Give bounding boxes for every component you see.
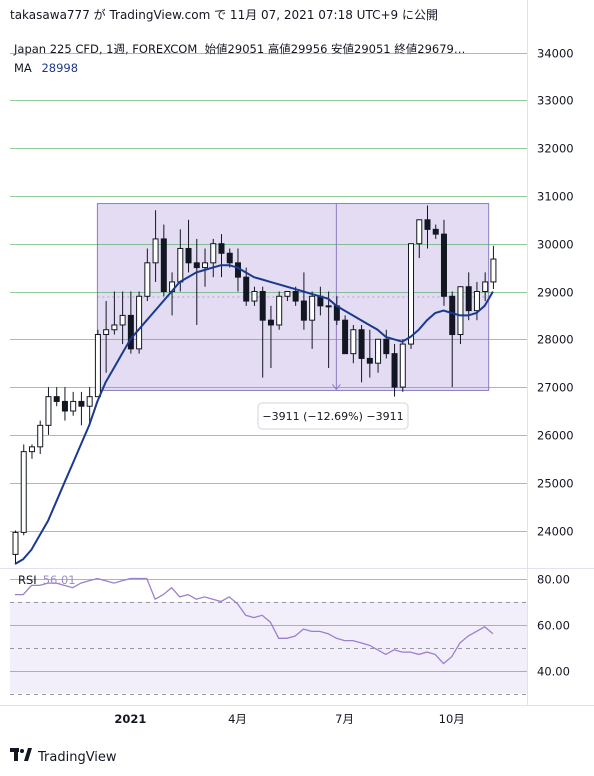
ma-series-line xyxy=(14,264,494,565)
candle-up xyxy=(325,305,332,308)
candle-down xyxy=(259,291,266,321)
rsi-tick-label: 80.00 xyxy=(537,573,570,587)
footer: TradingView xyxy=(10,748,117,766)
ohlc-values: 始値29051 高値29956 安値29051 終値29679… xyxy=(204,42,466,56)
candle-up xyxy=(251,291,258,302)
chart-legend: Japan 225 CFD, 1週, FOREXCOM 始値29051 高値29… xyxy=(14,40,465,78)
ma-line[interactable]: MA 28998 xyxy=(14,59,465,78)
symbol-title[interactable]: Japan 225 CFD, 1週, FOREXCOM xyxy=(14,42,198,56)
ma-label: MA xyxy=(14,61,32,75)
candle-up xyxy=(111,324,118,331)
candle-up xyxy=(119,314,126,326)
candle-down xyxy=(53,396,60,402)
footer-brand: TradingView xyxy=(38,749,117,765)
candle-up xyxy=(152,238,159,264)
candle-down xyxy=(366,357,373,364)
symbol-line: Japan 225 CFD, 1週, FOREXCOM 始値29051 高値29… xyxy=(14,40,465,59)
candle-up xyxy=(490,258,497,283)
candle-up xyxy=(136,295,143,350)
measure-label-text: −3911 (−12.69%) −3911 xyxy=(262,410,403,423)
candle-up xyxy=(144,262,151,297)
candle-up xyxy=(309,295,316,321)
candle-down xyxy=(243,276,250,302)
price-tick-label: 24000 xyxy=(537,525,574,539)
candle-up xyxy=(210,243,217,264)
candle-up xyxy=(37,424,44,448)
price-tick-label: 27000 xyxy=(537,381,574,395)
candle-up xyxy=(284,291,291,297)
candle-up xyxy=(482,281,489,293)
candle-up xyxy=(276,295,283,326)
time-tick-label: 7月 xyxy=(335,712,354,726)
candle-up xyxy=(28,446,35,453)
candle-up xyxy=(202,262,209,269)
rsi-value: 56.01 xyxy=(42,573,76,587)
candle-down xyxy=(185,247,192,264)
price-tick-label: 25000 xyxy=(537,477,574,491)
candle-down xyxy=(193,262,200,269)
price-tick-label: 31000 xyxy=(537,190,574,204)
time-tick-label: 10月 xyxy=(439,712,465,726)
price-tick-label: 28000 xyxy=(537,333,574,347)
rsi-legend[interactable]: RSI 56.01 xyxy=(18,573,76,587)
candle-down xyxy=(465,286,472,312)
measure-arrow-head xyxy=(331,384,341,391)
candle-up xyxy=(375,338,382,364)
candle-down xyxy=(424,219,431,230)
rsi-band-fill xyxy=(10,601,527,694)
candle-up xyxy=(70,400,77,412)
candle-up xyxy=(103,329,110,336)
candle-up xyxy=(473,291,480,312)
price-tick-label: 34000 xyxy=(537,47,574,61)
rsi-tick-label: 40.00 xyxy=(537,665,570,679)
candle-down xyxy=(267,319,274,326)
candle-up xyxy=(94,334,101,398)
ma-value: 28998 xyxy=(41,61,79,75)
candle-down xyxy=(61,400,68,412)
publish-header: takasawa777 が TradingView.com で 11月 07, … xyxy=(10,8,438,22)
candle-up xyxy=(20,451,27,533)
candle-down xyxy=(342,319,349,355)
candle-down xyxy=(78,400,85,407)
tradingview-logo-icon[interactable] xyxy=(10,748,32,766)
price-tick-label: 26000 xyxy=(537,429,574,443)
rsi-series-line xyxy=(15,577,494,665)
price-tick-label: 30000 xyxy=(537,238,574,252)
candle-down xyxy=(440,233,447,297)
price-tick-label: 33000 xyxy=(537,94,574,108)
rsi-label: RSI xyxy=(18,573,37,587)
candle-up xyxy=(399,343,406,388)
candle-down xyxy=(226,252,233,264)
candle-down xyxy=(218,243,225,254)
candle-down xyxy=(127,314,134,350)
time-tick-label: 2021 xyxy=(114,712,146,726)
candle-down xyxy=(432,228,439,235)
candle-down xyxy=(391,353,398,388)
candle-down xyxy=(449,295,456,336)
candle-up xyxy=(350,329,357,355)
candle-up xyxy=(457,286,464,336)
candle-down xyxy=(300,300,307,321)
price-tick-label: 32000 xyxy=(537,142,574,156)
candle-down xyxy=(292,291,299,302)
candle-up xyxy=(86,396,93,407)
candle-up xyxy=(408,243,415,345)
measure-label-box xyxy=(257,402,409,430)
candle-up xyxy=(416,219,423,245)
candle-up xyxy=(177,247,184,283)
rsi-tick-label: 60.00 xyxy=(537,619,570,633)
candle-up xyxy=(45,396,52,426)
time-tick-label: 4月 xyxy=(228,712,247,726)
candle-down xyxy=(160,238,167,292)
candle-down xyxy=(358,329,365,359)
price-tick-label: 29000 xyxy=(537,286,574,300)
candle-down xyxy=(383,338,390,355)
candle-up xyxy=(12,531,19,555)
